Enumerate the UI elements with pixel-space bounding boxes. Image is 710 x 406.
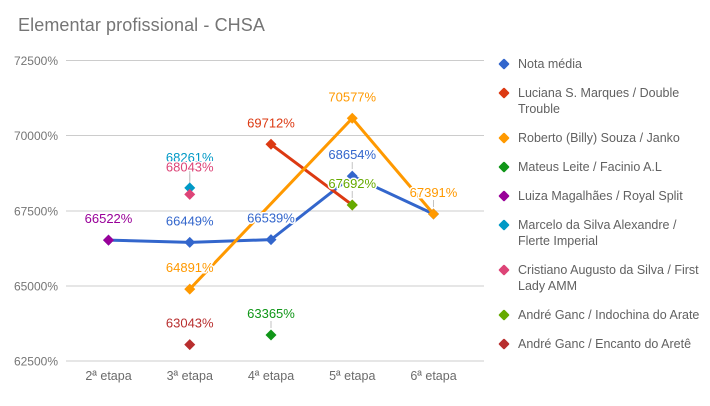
legend-item-luciana-s-marques-double-trouble: Luciana S. Marques / Double Trouble bbox=[498, 85, 703, 117]
annotation-label: 66522% bbox=[85, 211, 133, 226]
legend-diamond-icon bbox=[498, 309, 510, 321]
annotation-label: 70577% bbox=[328, 89, 376, 104]
legend-diamond-icon bbox=[498, 132, 510, 144]
legend-label: André Ganc / Encanto do Aretê bbox=[518, 337, 692, 351]
legend-item-roberto-billy-souza-janko: Roberto (Billy) Souza / Janko bbox=[498, 130, 703, 146]
y-tick-label: 70000% bbox=[14, 129, 58, 143]
data-point-cristiano-augusto-da-silva-first-lady-amm[interactable] bbox=[184, 188, 196, 200]
data-point-marcelo-da-silva-alexandre-flerte-imperial[interactable] bbox=[184, 182, 196, 194]
legend-diamond-icon bbox=[498, 161, 510, 173]
data-point-roberto-billy-souza-janko[interactable] bbox=[346, 112, 358, 124]
annotation-label: 68654% bbox=[328, 147, 376, 162]
legend-diamond-icon bbox=[498, 219, 510, 231]
legend-label: Nota média bbox=[518, 57, 582, 71]
y-tick-label: 65000% bbox=[14, 279, 58, 293]
legend-label: Luiza Magalhães / Royal Split bbox=[518, 189, 683, 203]
chart-title: Elementar profissional - CHSA bbox=[18, 15, 265, 35]
data-point-andre-ganc-indochina-do-arate[interactable] bbox=[346, 199, 358, 211]
data-point-nota-media[interactable] bbox=[346, 170, 358, 182]
y-tick-label: 62500% bbox=[14, 355, 58, 369]
legend-label: Cristiano Augusto da Silva / First Lady … bbox=[518, 263, 699, 293]
x-axis-label: 2ª etapa bbox=[85, 369, 131, 383]
annotation-label: 67391% bbox=[410, 185, 458, 200]
y-tick-label: 72500% bbox=[14, 54, 58, 68]
series-line-nota-media bbox=[107, 174, 435, 244]
data-point-luciana-s-marques-double-trouble[interactable] bbox=[265, 138, 277, 150]
series-line-roberto-billy-souza-janko bbox=[188, 116, 435, 291]
y-tick-label: 67500% bbox=[14, 204, 58, 218]
data-point-nota-media[interactable] bbox=[265, 234, 277, 246]
legend-diamond-icon bbox=[498, 58, 510, 70]
annotation-label: 64891% bbox=[166, 260, 214, 275]
data-point-luiza-magalhaes-royal-split[interactable] bbox=[103, 234, 114, 246]
legend-label: Marcelo da Silva Alexandre / Flerte Impe… bbox=[518, 218, 677, 248]
legend-item-andre-ganc-indochina-do-arate: André Ganc / Indochina do Arate bbox=[498, 307, 703, 323]
legend-diamond-icon bbox=[498, 190, 510, 202]
annotation-label: 69712% bbox=[247, 115, 295, 130]
annotation-label: 66539% bbox=[247, 211, 295, 226]
data-point-nota-media[interactable] bbox=[184, 236, 196, 248]
series-line-luciana-s-marques-double-trouble bbox=[269, 142, 354, 207]
annotation-label: 68261% bbox=[166, 150, 214, 165]
annotation-label: 63043% bbox=[166, 316, 214, 331]
legend-label: André Ganc / Indochina do Arate bbox=[518, 308, 700, 322]
legend-label: Luciana S. Marques / Double Trouble bbox=[518, 86, 680, 116]
legend-diamond-icon bbox=[498, 338, 510, 350]
data-point-mateus-leite-facinio-a-l[interactable] bbox=[265, 329, 277, 341]
annotation-label: 68043% bbox=[166, 159, 214, 174]
annotation-label: 67692% bbox=[328, 176, 376, 191]
x-axis-label: 4ª etapa bbox=[248, 369, 294, 383]
x-axis-label: 3ª etapa bbox=[167, 369, 213, 383]
x-axis-label: 6ª etapa bbox=[410, 369, 456, 383]
legend-item-andre-ganc-encanto-do-arete: André Ganc / Encanto do Aretê bbox=[498, 336, 703, 352]
legend-item-nota-media: Nota média bbox=[498, 56, 703, 72]
data-point-roberto-billy-souza-janko[interactable] bbox=[428, 208, 439, 220]
legend-item-cristiano-augusto-da-silva-first-lady-amm: Cristiano Augusto da Silva / First Lady … bbox=[498, 262, 703, 294]
legend-item-mateus-leite-facinio-a-l: Mateus Leite / Facinio A.L bbox=[498, 159, 703, 175]
annotation-label: 63365% bbox=[247, 306, 295, 321]
x-axis-label: 5ª etapa bbox=[329, 369, 375, 383]
data-point-andre-ganc-encanto-do-arete[interactable] bbox=[184, 339, 196, 351]
data-point-roberto-billy-souza-janko[interactable] bbox=[184, 283, 196, 295]
legend-item-luiza-magalhaes-royal-split: Luiza Magalhães / Royal Split bbox=[498, 188, 703, 204]
legend-diamond-icon bbox=[498, 87, 510, 99]
legend-item-marcelo-da-silva-alexandre-flerte-imperial: Marcelo da Silva Alexandre / Flerte Impe… bbox=[498, 217, 703, 249]
legend-label: Mateus Leite / Facinio A.L bbox=[518, 160, 662, 174]
annotation-label: 66449% bbox=[166, 213, 214, 228]
legend-diamond-icon bbox=[498, 264, 510, 276]
legend: Nota média Luciana S. Marques / Double Tr… bbox=[498, 56, 703, 352]
legend-label: Roberto (Billy) Souza / Janko bbox=[518, 131, 680, 145]
